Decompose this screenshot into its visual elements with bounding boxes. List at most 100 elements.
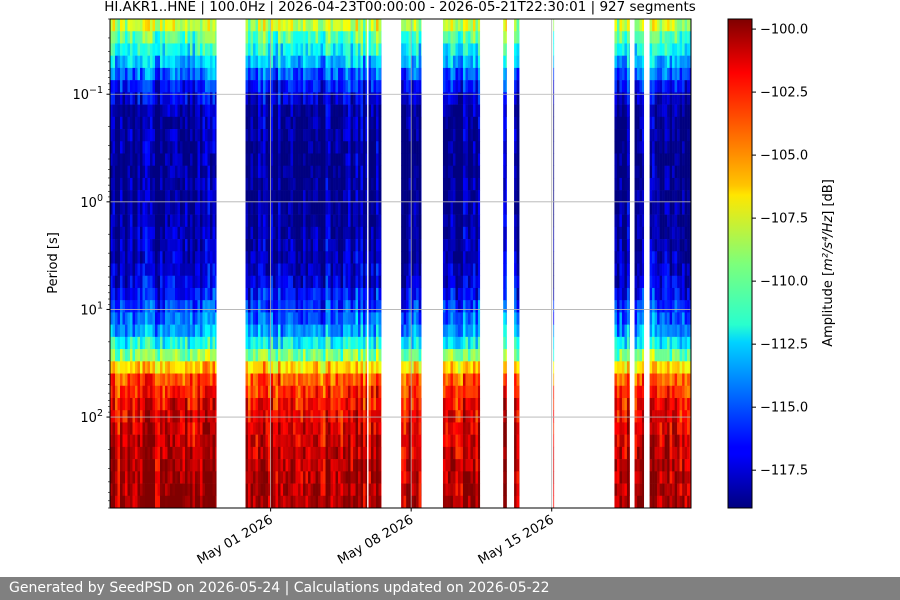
heatmap-cell [455,251,459,264]
heatmap-cell [288,67,291,81]
heatmap-cell [462,446,466,460]
heatmap-cell [190,336,193,350]
heatmap-cell [137,495,141,508]
heatmap-cell [445,397,449,411]
heatmap-cell [298,397,301,411]
heatmap-cell [416,239,419,252]
heatmap-cell [320,226,324,240]
heatmap-cell [180,116,183,130]
heatmap-cell [192,471,196,484]
heatmap-cell [275,422,279,435]
heatmap-cell [462,226,466,240]
heatmap-cell [195,80,198,93]
heatmap-cell [343,422,346,435]
heatmap-cell [248,43,251,56]
heatmap-cell [460,251,464,264]
heatmap-cell [162,104,166,118]
heatmap-cell [200,92,203,105]
heatmap-cell [195,483,198,497]
heatmap-cell [132,129,136,142]
heatmap-cell [180,287,183,301]
heatmap-cell [452,300,456,313]
heatmap-cell [150,385,153,399]
heatmap-cell [338,31,341,44]
heatmap-cell [290,300,294,313]
heatmap-cell [450,202,454,215]
heatmap-cell [442,300,446,313]
heatmap-cell [305,251,309,264]
heatmap-cell [182,92,186,105]
heatmap-cell [270,263,274,277]
heatmap-cell [333,287,336,301]
heatmap-cell [323,177,326,191]
heatmap-cell [318,336,321,350]
heatmap-cell [335,361,339,374]
heatmap-cell [175,43,178,56]
heatmap-cell [343,239,346,252]
heatmap-cell [413,80,417,93]
heatmap-cell [360,422,364,435]
heatmap-cell [472,251,476,264]
heatmap-cell [467,19,471,32]
heatmap-cell [280,43,284,56]
heatmap-cell [265,43,269,56]
heatmap-cell [288,239,291,252]
heatmap-cell [127,43,131,56]
heatmap-cell [115,410,118,423]
heatmap-cell [325,67,329,81]
heatmap-cell [360,177,364,191]
heatmap-cell [270,397,274,411]
heatmap-cell [180,251,183,264]
heatmap-cell [195,104,198,118]
heatmap-cell [313,177,316,191]
heatmap-cell [175,104,178,118]
heatmap-cell [338,202,341,215]
heatmap-cell [177,373,181,387]
heatmap-cell [115,104,118,118]
heatmap-cell [447,446,451,460]
heatmap-cell [165,483,168,497]
heatmap-cell [245,214,249,228]
heatmap-cell [303,67,306,81]
heatmap-cell [353,446,356,460]
heatmap-cell [125,397,128,411]
heatmap-cell [477,410,481,423]
heatmap-cell [472,446,476,460]
heatmap-cell [255,31,259,44]
heatmap-cell [147,177,151,191]
heatmap-cell [365,349,368,362]
heatmap-cell [348,226,351,240]
heatmap-cell [315,275,319,289]
heatmap-cell [202,446,206,460]
heatmap-cell [353,324,356,338]
heatmap-cell [298,43,301,56]
heatmap-cell [413,324,417,338]
heatmap-cell [170,373,173,387]
heatmap-cell [278,324,281,338]
heatmap-cell [505,80,507,93]
heatmap-cell [376,275,379,289]
heatmap-cell [305,239,309,252]
heatmap-cell [255,239,259,252]
heatmap-cell [122,129,126,142]
heatmap-cell [145,434,148,448]
heatmap-cell [457,349,461,362]
heatmap-cell [270,300,274,313]
heatmap-cell [338,55,341,69]
heatmap-cell [255,397,259,411]
heatmap-cell [353,495,356,508]
heatmap-cell [150,300,153,313]
heatmap-cell [290,43,294,56]
heatmap-cell [205,263,208,277]
heatmap-cell [187,19,191,32]
heatmap-cell [300,361,304,374]
heatmap-cell [348,495,351,508]
heatmap-cell [130,92,133,105]
heatmap-cell [177,312,181,325]
heatmap-cell [298,434,301,448]
heatmap-cell [310,226,314,240]
heatmap-cell [411,410,414,423]
heatmap-cell [155,446,158,460]
heatmap-cell [300,373,304,387]
heatmap-cell [333,471,336,484]
